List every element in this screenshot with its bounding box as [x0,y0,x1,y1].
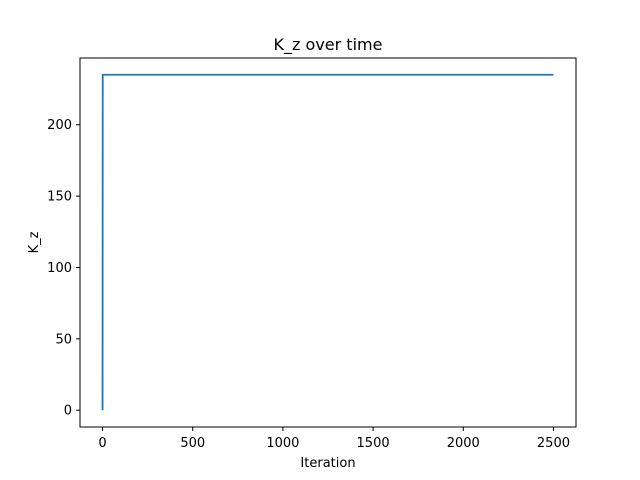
plot-area [101,73,554,411]
x-tick-label: 500 [180,436,205,451]
axes-frame [79,57,577,428]
x-tick-label: 0 [98,436,106,451]
x-axis-label: Iteration [300,456,355,471]
y-axis: 0 50 100 150 200 [47,118,80,419]
y-axis-label: K_z [27,231,42,253]
y-tick-label: 100 [47,261,72,276]
y-tick-label: 50 [55,332,72,347]
y-tick-label: 0 [64,404,72,419]
y-tick-label: 200 [47,118,72,133]
x-tick-label: 2500 [537,436,570,451]
chart-title: K_z over time [274,35,383,55]
x-tick-label: 2000 [447,436,480,451]
x-tick-label: 1000 [266,436,299,451]
x-tick-label: 1500 [357,436,390,451]
y-tick-label: 150 [47,190,72,205]
x-axis: 0 500 1000 1500 2000 2500 [98,427,570,451]
series-line-0 [101,73,554,411]
